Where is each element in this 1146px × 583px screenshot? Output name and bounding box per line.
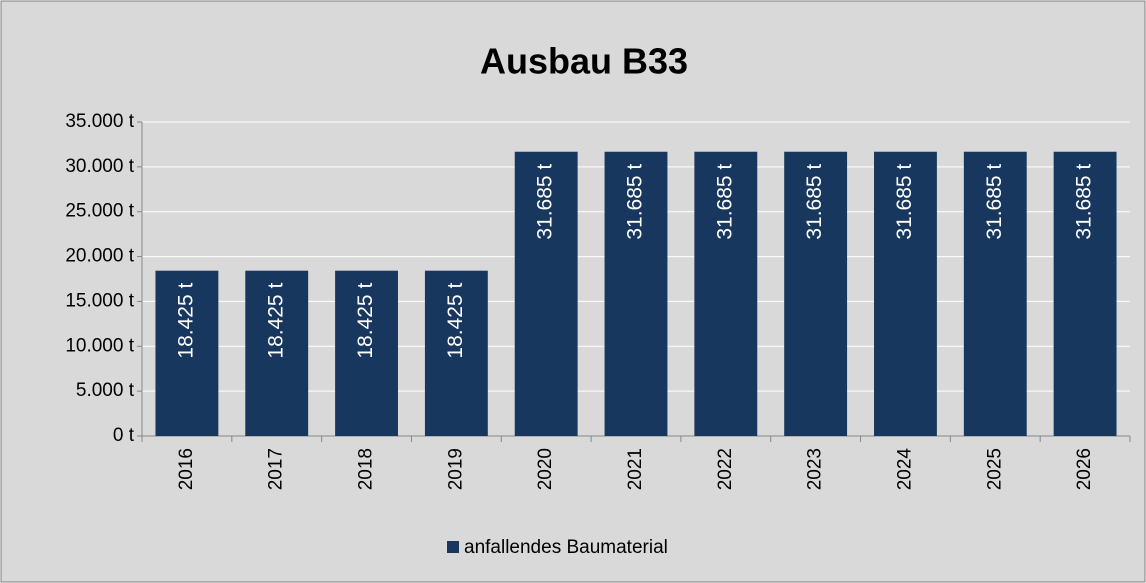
data-label: 31.685 t: [624, 164, 647, 240]
data-label: 18.425 t: [264, 283, 287, 359]
bar: [874, 151, 937, 436]
data-label: 18.425 t: [174, 283, 197, 359]
y-tick-label: 35.000 t: [65, 111, 134, 132]
legend-label: anfallendes Baumaterial: [464, 537, 668, 558]
bar: [694, 151, 758, 436]
data-label: 31.685 t: [713, 164, 736, 240]
y-tick-label: 25.000 t: [65, 201, 134, 222]
data-label: 31.685 t: [1073, 164, 1096, 240]
data-label: 18.425 t: [444, 283, 467, 359]
bar: [604, 151, 668, 436]
bar: [963, 151, 1027, 436]
legend-swatch: [447, 541, 459, 553]
x-tick-label: 2024: [894, 448, 915, 491]
y-tick-label: 20.000 t: [65, 246, 134, 267]
x-tick-label: 2023: [805, 448, 826, 490]
x-tick-label: 2017: [266, 448, 287, 490]
bar: [335, 270, 398, 436]
bar: [424, 270, 488, 436]
data-label: 18.425 t: [354, 283, 377, 359]
data-label: 31.685 t: [803, 164, 826, 240]
data-label: 31.685 t: [534, 164, 557, 240]
x-tick-label: 2021: [625, 448, 646, 490]
x-tick-label: 2016: [176, 448, 197, 490]
y-tick-label: 15.000 t: [65, 290, 134, 311]
x-tick-label: 2022: [715, 448, 736, 490]
bar: [245, 270, 309, 436]
chart-title: Ausbau B33: [480, 41, 688, 82]
y-tick-label: 30.000 t: [65, 156, 134, 177]
x-tick-label: 2020: [535, 448, 556, 490]
x-tick-label: 2026: [1074, 448, 1095, 490]
bar: [514, 151, 578, 436]
y-tick-label: 5.000 t: [76, 380, 135, 401]
y-tick-label: 10.000 t: [65, 335, 134, 356]
x-tick-label: 2019: [445, 448, 466, 490]
bar: [1053, 151, 1117, 436]
bar: [784, 151, 848, 436]
x-tick-label: 2025: [984, 448, 1005, 490]
data-label: 31.685 t: [893, 164, 916, 240]
y-tick-label: 0 t: [113, 425, 135, 446]
bar: [155, 270, 219, 436]
x-tick-label: 2018: [356, 448, 377, 490]
data-label: 31.685 t: [983, 164, 1006, 240]
